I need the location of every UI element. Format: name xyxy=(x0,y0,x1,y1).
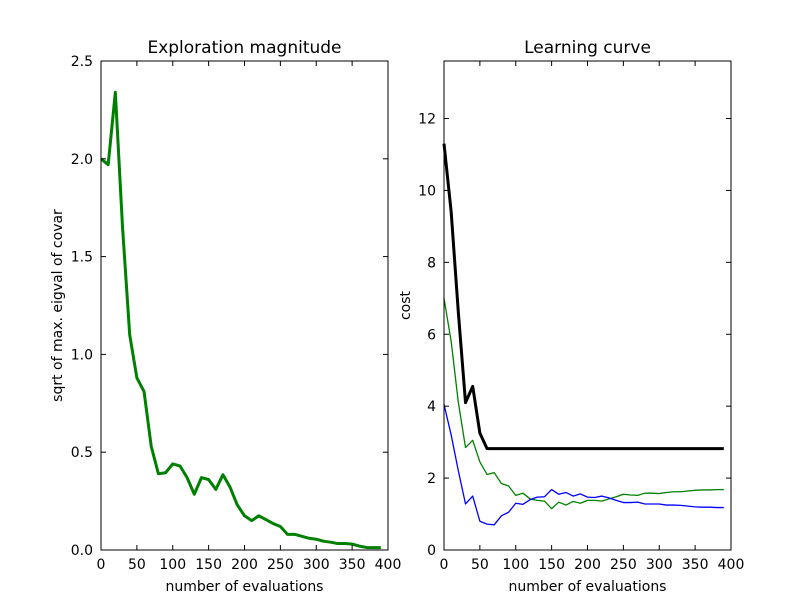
chart-title: Learning curve xyxy=(524,38,651,58)
series-line-0 xyxy=(442,143,724,451)
x-axis-label: number of evaluations xyxy=(166,579,324,595)
y-tick-label: 2 xyxy=(427,471,436,487)
x-tick-label: 150 xyxy=(538,557,565,573)
series-line-0 xyxy=(100,90,381,550)
y-tick-label: 8 xyxy=(427,255,436,271)
y-tick-label: 10 xyxy=(418,183,436,199)
x-tick-label: 150 xyxy=(195,557,222,573)
x-tick-label: 200 xyxy=(574,557,601,573)
x-tick-label: 300 xyxy=(303,557,330,573)
learning-curve-chart: 0 50 100 150 200 250 300 350 400 0 2 4 6 8 10 12 Learnin… xyxy=(398,38,744,595)
y-tick-label: 12 xyxy=(418,112,436,128)
x-axis-label: number of evaluations xyxy=(509,579,667,595)
x-tick-label: 300 xyxy=(646,557,673,573)
x-tick-label: 200 xyxy=(231,557,258,573)
y-tick-label: 1.0 xyxy=(71,347,93,363)
x-tick-label: 400 xyxy=(718,557,745,573)
x-tick-label: 50 xyxy=(128,557,146,573)
y-tick-label: 0.0 xyxy=(71,543,93,559)
y-tick-label: 1.5 xyxy=(71,250,93,266)
y-tick-label: 2.0 xyxy=(71,152,93,168)
series-line-1 xyxy=(443,298,724,510)
y-tick-label: 6 xyxy=(427,327,436,343)
y-axis-label: sqrt of max. eigval of covar xyxy=(50,209,66,402)
x-tick-label: 250 xyxy=(267,557,294,573)
x-tick-label: 350 xyxy=(339,557,366,573)
x-tick-label: 100 xyxy=(159,557,186,573)
y-tick-label: 4 xyxy=(427,399,436,415)
x-tick-label: 100 xyxy=(502,557,529,573)
x-tick-label: 0 xyxy=(97,557,106,573)
x-tick-label: 250 xyxy=(610,557,637,573)
chart-title: Exploration magnitude xyxy=(147,38,341,58)
x-tick-label: 50 xyxy=(471,557,489,573)
x-tick-label: 400 xyxy=(375,557,402,573)
y-tick-label: 0 xyxy=(427,543,436,559)
series-line-2 xyxy=(443,404,724,526)
y-tick-label: 2.5 xyxy=(71,54,93,70)
exploration-magnitude-chart: 0 50 100 150 200 250 300 350 400 0.0 0.5 1.0 1.5 2.0 2… xyxy=(50,38,401,595)
x-tick-label: 0 xyxy=(440,557,449,573)
y-axis-label: cost xyxy=(398,290,414,320)
x-tick-label: 350 xyxy=(682,557,709,573)
y-tick-label: 0.5 xyxy=(71,445,93,461)
